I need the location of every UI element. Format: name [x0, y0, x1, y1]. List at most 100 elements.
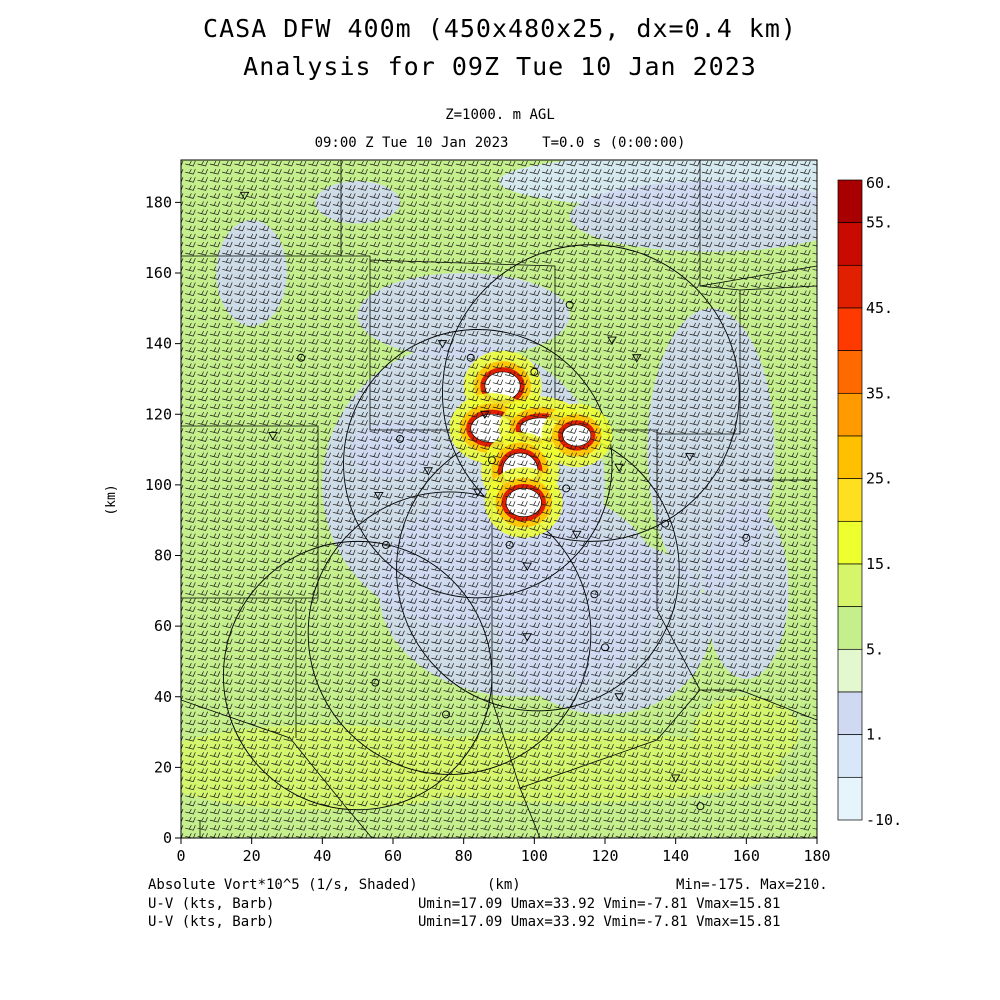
station-triangle	[571, 530, 582, 540]
y-tick-label: 60	[154, 617, 172, 635]
x-axis: 0 20 40 60 80 100 120 140 160 180	[176, 838, 831, 865]
colorbar-bin	[837, 179, 863, 224]
y-axis: 0 20 40 60 80 100 120 140 160 180	[145, 193, 181, 847]
colorbar-label: 15.	[866, 555, 893, 573]
station-circle	[562, 484, 571, 493]
x-tick-label: 180	[803, 847, 830, 865]
station-circle	[742, 533, 751, 542]
station-triangle	[473, 488, 483, 497]
x-axis-unit-label: (km)	[487, 877, 521, 893]
station-circle	[565, 300, 574, 309]
colorbar-bin	[837, 563, 863, 608]
range-ring	[442, 244, 740, 542]
plot-area	[181, 160, 817, 838]
y-tick-label: 80	[154, 547, 172, 565]
wind-barb	[181, 160, 817, 838]
station-circle	[530, 367, 539, 376]
x-tick-label: 120	[591, 847, 618, 865]
wind-barbs	[181, 160, 817, 838]
colorbar-bin	[837, 222, 863, 266]
x-tick-label: 20	[243, 847, 261, 865]
reflectivity-cores	[449, 350, 613, 538]
y-tick-label: 180	[145, 193, 172, 211]
field-patch	[216, 220, 287, 326]
colorbar: 60. 55. 45. 35. 25. 15. 5. 1. -10.	[837, 174, 902, 829]
chart-title-line2: Analysis for 09Z Tue 10 Jan 2023	[243, 52, 757, 81]
station-circle	[371, 678, 380, 687]
station-circle	[466, 353, 475, 362]
x-tick-label: 60	[384, 847, 402, 865]
station-triangle	[685, 453, 695, 462]
colorbar-bin	[837, 435, 863, 480]
wind-label-1: U-V (kts, Barb)	[148, 896, 275, 912]
station-triangle	[423, 467, 434, 476]
y-tick-label: 0	[163, 829, 172, 847]
field-patch	[181, 725, 499, 810]
colorbar-bin	[837, 264, 863, 309]
range-ring	[307, 491, 592, 775]
chart-title-line1: CASA DFW 400m (450x480x25, dx=0.4 km)	[203, 14, 797, 43]
colorbar-bin	[837, 307, 863, 352]
station-triangle	[614, 463, 624, 473]
colorbar-label: 60.	[866, 174, 893, 192]
x-tick-label: 160	[733, 847, 760, 865]
x-tick-label: 140	[662, 847, 689, 865]
min-max-label: Min=-175. Max=210.	[676, 877, 828, 893]
colorbar-bin	[837, 606, 863, 650]
wind-label-2: U-V (kts, Barb)	[148, 914, 275, 930]
station-triangle	[670, 774, 681, 783]
colorbar-bin	[837, 776, 863, 821]
field-patch	[569, 181, 817, 252]
field-patch	[693, 696, 800, 768]
station-circle	[381, 540, 390, 549]
station-circle	[601, 643, 609, 652]
time-label: 09:00 Z Tue 10 Jan 2023 T=0.0 s (0:00:00…	[314, 135, 686, 151]
station-triangle	[632, 354, 642, 363]
colorbar-label: 25.	[866, 470, 893, 488]
x-tick-label: 100	[521, 847, 548, 865]
colorbar-label: 45.	[866, 299, 893, 317]
wind-stats-2: Umin=17.09 Umax=33.92 Vmin=-7.81 Vmax=15…	[418, 914, 781, 930]
station-circle	[661, 519, 670, 528]
field-patch	[357, 273, 570, 358]
x-tick-label: 80	[455, 847, 473, 865]
y-axis-label: (km)	[104, 484, 119, 515]
station-circle	[396, 435, 405, 443]
y-tick-label: 140	[145, 335, 172, 353]
station-triangle	[437, 340, 448, 349]
field-patch	[350, 421, 436, 478]
y-tick-label: 160	[145, 264, 172, 282]
station-triangle	[480, 410, 490, 420]
station-circle	[487, 456, 496, 465]
station-circle	[696, 802, 705, 811]
colorbar-bin	[837, 734, 863, 778]
station-triangle	[607, 336, 617, 346]
colorbar-bin	[837, 691, 863, 736]
colorbar-label: 35.	[866, 384, 893, 402]
field-label: Absolute Vort*10^5 (1/s, Shaded)	[148, 877, 418, 893]
station-triangle	[268, 431, 278, 441]
station-triangle	[239, 191, 250, 201]
station-triangle	[522, 562, 533, 572]
x-tick-label: 0	[176, 847, 185, 865]
colorbar-bin	[837, 520, 863, 565]
x-tick-label: 40	[313, 847, 331, 865]
station-circle	[590, 590, 599, 599]
y-tick-label: 120	[145, 405, 172, 423]
station-triangle	[374, 492, 384, 501]
station-circle	[442, 710, 450, 719]
core-center	[505, 488, 542, 517]
colorbar-bin	[837, 350, 863, 394]
station-circle	[297, 353, 306, 362]
colorbar-label: 55.	[866, 214, 893, 232]
core-center	[562, 424, 592, 447]
colorbar-bin	[837, 392, 863, 437]
colorbar-label: 1.	[866, 726, 884, 744]
county-boundaries	[181, 160, 817, 838]
y-tick-label: 40	[154, 688, 172, 706]
field-patch	[315, 181, 401, 224]
wind-stats-1: Umin=17.09 Umax=33.92 Vmin=-7.81 Vmax=15…	[418, 896, 781, 912]
station-markers	[239, 191, 751, 811]
colorbar-label: 5.	[866, 640, 884, 658]
